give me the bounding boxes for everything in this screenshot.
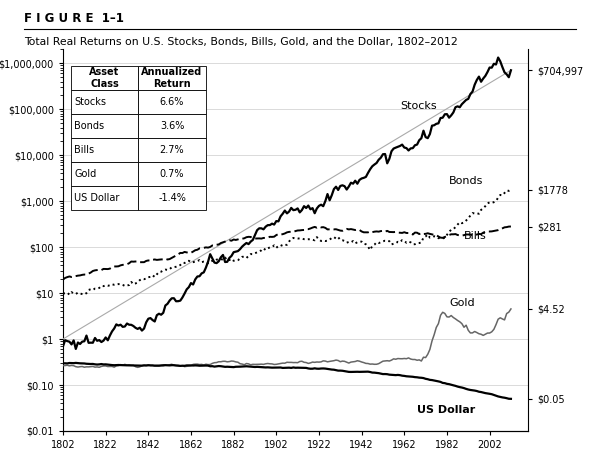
Text: Stocks: Stocks (400, 101, 437, 111)
Text: Gold: Gold (449, 298, 475, 309)
Text: US Dollar: US Dollar (417, 406, 475, 415)
Text: Bonds: Bonds (449, 176, 484, 186)
Text: F I G U R E  1–1: F I G U R E 1–1 (24, 12, 124, 25)
Text: Bills: Bills (464, 231, 487, 241)
Text: Total Real Returns on U.S. Stocks, Bonds, Bills, Gold, and the Dollar, 1802–2012: Total Real Returns on U.S. Stocks, Bonds… (24, 37, 458, 47)
